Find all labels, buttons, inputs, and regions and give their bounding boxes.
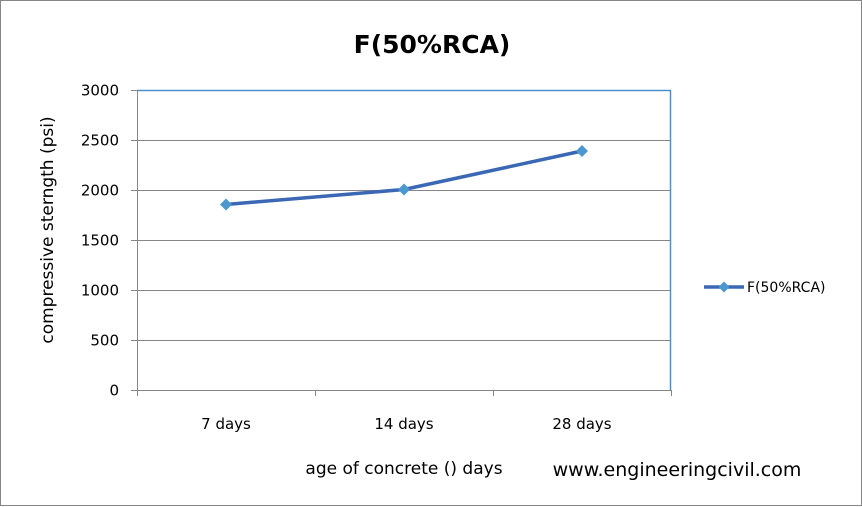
data-point-marker [576,145,588,157]
y-tick-label: 1500 [81,232,119,250]
y-tick-label: 2000 [81,182,119,200]
x-tick-label: 28 days [552,415,611,433]
y-axis-title: compressive sterngth (psi) [38,116,58,343]
series-layer [220,145,588,211]
gridlines [137,90,671,341]
y-tick-labels: 0 500 1000 1500 2000 2500 3000 [81,82,119,400]
chart-title: F(50%RCA) [354,30,511,59]
series-line [225,149,583,207]
watermark-text: www.engineeringcivil.com [553,459,802,481]
y-tick-label: 0 [109,382,119,400]
data-point-marker [220,198,232,211]
legend: F(50%RCA) [704,280,825,296]
x-tick-label: 7 days [201,415,251,433]
legend-label: F(50%RCA) [747,280,825,296]
data-point-marker [398,183,410,196]
y-tick-label: 500 [90,332,119,350]
axes [131,89,672,396]
legend-marker [718,281,730,293]
x-tick-label: 14 days [374,415,433,433]
y-tick-label: 1000 [81,282,119,300]
x-axis-title: age of concrete () days [305,459,502,479]
x-tick-labels: 7 days 14 days 28 days [201,415,612,433]
y-tick-label: 3000 [81,82,119,100]
y-tick-label: 2500 [81,132,119,150]
